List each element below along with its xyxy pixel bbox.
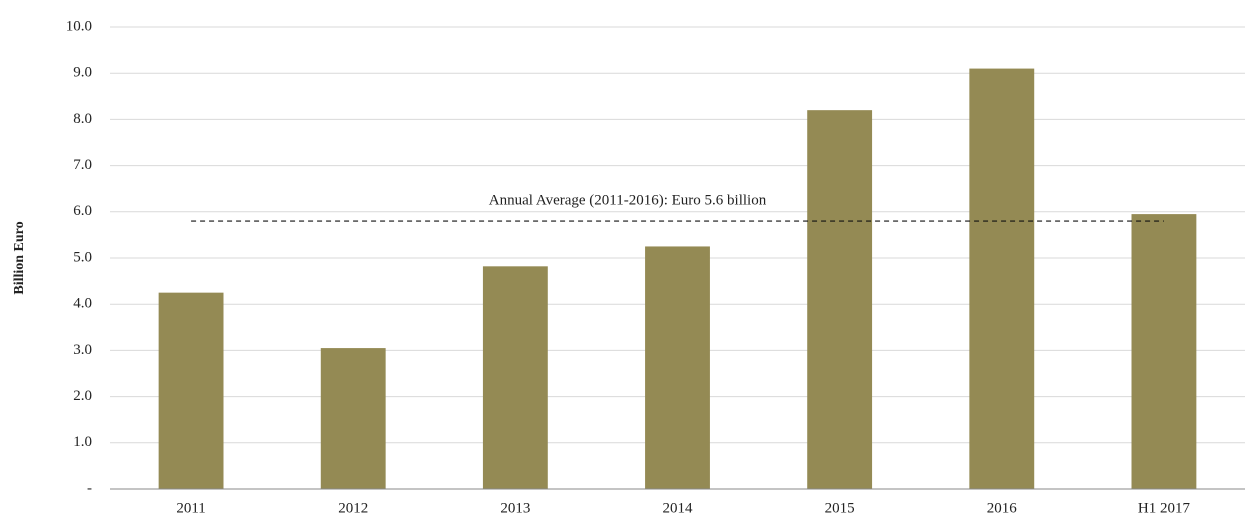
y-tick-label: 2.0 <box>73 388 92 404</box>
bar <box>807 110 873 489</box>
bar <box>158 292 224 489</box>
x-tick-label: 2011 <box>176 500 205 516</box>
x-tick-label: H1 2017 <box>1138 500 1191 516</box>
y-tick-label: 7.0 <box>73 157 92 173</box>
y-tick-label: 4.0 <box>73 296 92 312</box>
y-tick-label: 10.0 <box>66 18 92 34</box>
y-axis-label: Billion Euro <box>12 221 27 294</box>
bar <box>1131 214 1197 490</box>
bar <box>969 68 1035 489</box>
bar <box>645 246 710 489</box>
bar <box>482 266 548 489</box>
x-tick-label: 2013 <box>500 500 530 516</box>
y-tick-label: - <box>87 480 92 496</box>
x-tick-label: 2015 <box>825 500 855 516</box>
reference-label: Annual Average (2011-2016): Euro 5.6 bil… <box>489 192 767 208</box>
y-tick-label: 8.0 <box>73 111 92 127</box>
y-tick-label: 9.0 <box>73 65 92 81</box>
bar <box>320 348 386 489</box>
x-tick-label: 2012 <box>338 500 368 516</box>
x-tick-label: 2016 <box>987 500 1018 516</box>
x-tick-label: 2014 <box>663 500 694 516</box>
y-tick-label: 3.0 <box>73 342 92 358</box>
y-tick-label: 5.0 <box>73 249 92 265</box>
y-tick-label: 6.0 <box>73 203 92 219</box>
y-tick-label: 1.0 <box>73 434 92 450</box>
